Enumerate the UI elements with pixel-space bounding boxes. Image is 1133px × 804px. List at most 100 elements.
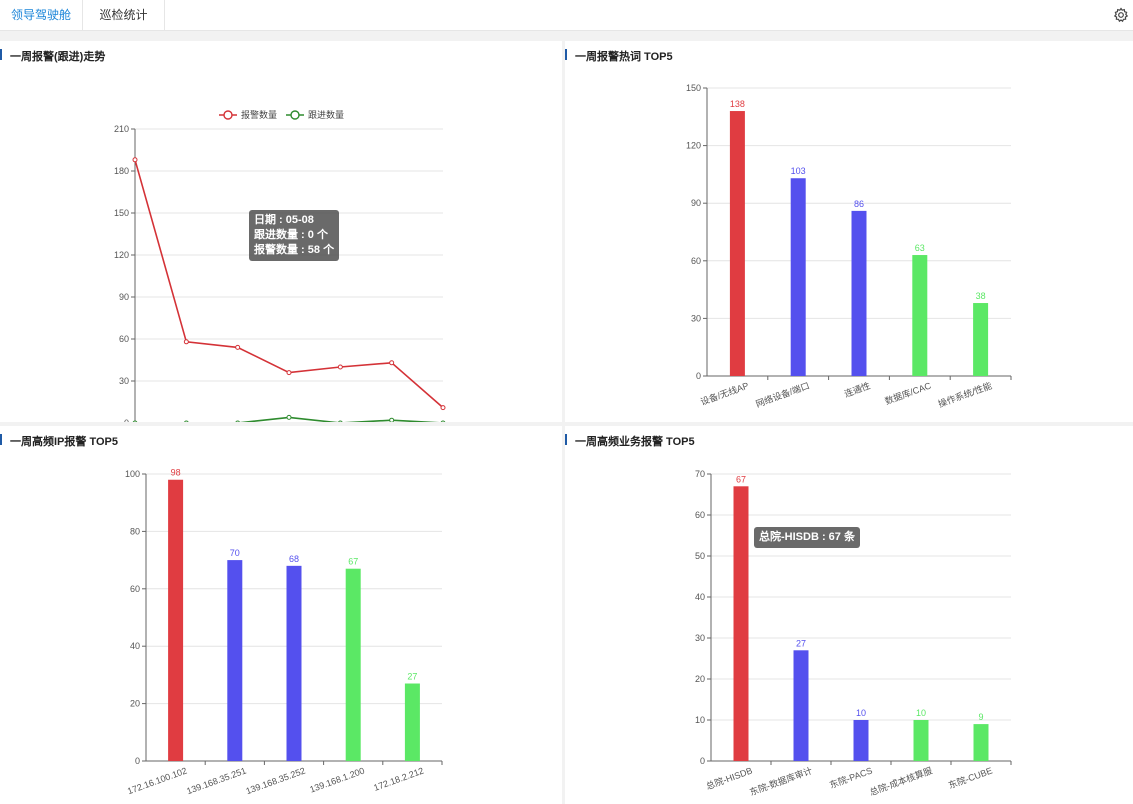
data-label: 67: [348, 557, 358, 567]
tab-inspection-stats[interactable]: 巡检统计: [83, 0, 165, 31]
data-label: 27: [796, 638, 806, 648]
data-label: 70: [230, 548, 240, 558]
y-tick-label: 0: [696, 371, 701, 381]
y-tick-label: 120: [686, 141, 701, 151]
panel-title: 一周报警(跟进)走势: [10, 51, 106, 63]
legend-marker: [290, 110, 300, 120]
panel-weekly-trend: 一周报警(跟进)走势 030609012015018021005-0705-08…: [0, 41, 562, 422]
bar: [286, 565, 302, 761]
data-point: [132, 420, 138, 422]
data-point: [338, 420, 343, 422]
title-accent-bar: [0, 434, 2, 445]
y-tick-label: 10: [695, 715, 705, 725]
data-label: 27: [407, 672, 417, 682]
x-tick-label: 172.18.2.212: [372, 765, 425, 792]
panel-top-ip: 一周高频IP报警 TOP5 0 20 40 60 80 100 98 172.16.100.1…: [0, 426, 562, 804]
data-point: [440, 405, 446, 411]
y-tick-label: 150: [114, 208, 129, 218]
panel-top-business: 一周高频业务报警 TOP5 0 10 20 30 40 50 60 70 67 总院-HISDB 2…: [565, 426, 1133, 804]
y-tick-label: 210: [114, 124, 129, 134]
y-tick-label: 60: [695, 510, 705, 520]
x-tick-label: 总院-HISDB: [704, 765, 753, 792]
x-tick-label: 网络设备/端口: [754, 380, 811, 410]
bar: [729, 111, 745, 376]
y-tick-label: 20: [695, 674, 705, 684]
y-tick-label: 0: [135, 756, 140, 766]
data-point: [286, 370, 292, 376]
y-tick-label: 90: [691, 198, 701, 208]
bar: [912, 255, 928, 376]
bar: [227, 560, 243, 761]
y-tick-label: 150: [686, 83, 701, 93]
chart-tooltip: 总院-HISDB : 67 条: [754, 527, 860, 548]
data-label: 10: [856, 708, 866, 718]
y-tick-label: 30: [119, 376, 129, 386]
data-point: [389, 417, 395, 422]
panel-title: 一周高频业务报警 TOP5: [575, 436, 695, 448]
y-tick-label: 90: [119, 292, 129, 302]
tooltip-follow: 跟进数量 : 0 个: [254, 229, 328, 241]
x-tick-label: 东院-数据库审计: [748, 765, 814, 798]
bar: [793, 650, 809, 761]
data-label: 98: [171, 468, 181, 478]
x-tick-label: 设备/无线AP: [699, 380, 750, 408]
data-point: [235, 420, 240, 422]
data-point: [235, 344, 241, 350]
panel-hot-words: 一周报警热词 TOP5 0 30 60 90 120 150 138 设备/无线AP 103 网络…: [565, 41, 1133, 422]
data-point: [337, 364, 343, 370]
x-tick-label: 东院-PACS: [828, 765, 874, 791]
data-point: [286, 414, 292, 420]
y-tick-label: 30: [691, 313, 701, 323]
legend-marker: [223, 110, 233, 120]
y-tick-label: 30: [695, 633, 705, 643]
data-label: 86: [854, 199, 864, 209]
bar: [345, 568, 361, 761]
data-label: 9: [978, 712, 983, 722]
bar: [404, 683, 420, 761]
data-point: [132, 157, 138, 163]
x-tick-label: 139.168.35.252: [244, 765, 306, 796]
title-accent-bar: [0, 49, 2, 60]
x-tick-label: 东院-CUBE: [947, 765, 994, 791]
bar: [790, 178, 806, 376]
bar: [851, 210, 867, 376]
x-tick-label: 总院-成本核算服: [868, 765, 934, 798]
tab-dashboard[interactable]: 领导驾驶舱: [0, 0, 83, 31]
x-tick-label: 连通性: [843, 380, 872, 400]
hot-words-bar-chart[interactable]: 0 30 60 90 120 150 138 设备/无线AP 103 网络设备/端口 86 连通性 63…: [565, 41, 1133, 422]
data-label: 10: [916, 708, 926, 718]
y-tick-label: 20: [130, 699, 140, 709]
panel-title: 一周高频IP报警 TOP5: [10, 436, 118, 448]
data-point: [183, 339, 189, 345]
y-tick-label: 70: [695, 469, 705, 479]
legend-label: 报警数量: [241, 109, 277, 120]
tooltip-date: 日期 : 05-08: [254, 214, 314, 226]
data-point: [440, 420, 446, 422]
data-label: 103: [791, 166, 806, 176]
legend-label: 跟进数量: [308, 109, 344, 120]
y-tick-label: 120: [114, 250, 129, 260]
x-tick-label: 139.168.1.200: [308, 765, 366, 794]
bar: [913, 720, 929, 761]
y-tick-label: 50: [695, 551, 705, 561]
bar: [973, 724, 989, 761]
data-label: 68: [289, 554, 299, 564]
bar: [733, 486, 749, 761]
y-tick-label: 60: [691, 256, 701, 266]
y-tick-label: 60: [119, 334, 129, 344]
y-tick-label: 60: [130, 584, 140, 594]
y-tick-label: 80: [130, 526, 140, 536]
data-label: 138: [730, 99, 745, 109]
tooltip-alarm: 报警数量 : 58 个: [254, 244, 335, 256]
y-tick-label: 40: [130, 641, 140, 651]
bar: [168, 479, 184, 761]
top-business-bar-chart[interactable]: 0 10 20 30 40 50 60 70 67 总院-HISDB 27 东院-数据库审计 10 东院-…: [565, 426, 1133, 804]
y-tick-label: 100: [125, 469, 140, 479]
top-ip-bar-chart[interactable]: 0 20 40 60 80 100 98 172.16.100.102 70 139.168.35…: [0, 426, 562, 804]
title-accent-bar: [565, 434, 567, 445]
bar: [973, 303, 989, 376]
title-accent-bar: [565, 49, 567, 60]
gear-icon[interactable]: [1113, 7, 1129, 23]
chart-tooltip: 日期 : 05-08 跟进数量 : 0 个 报警数量 : 58 个: [249, 210, 340, 261]
data-point: [389, 360, 395, 366]
